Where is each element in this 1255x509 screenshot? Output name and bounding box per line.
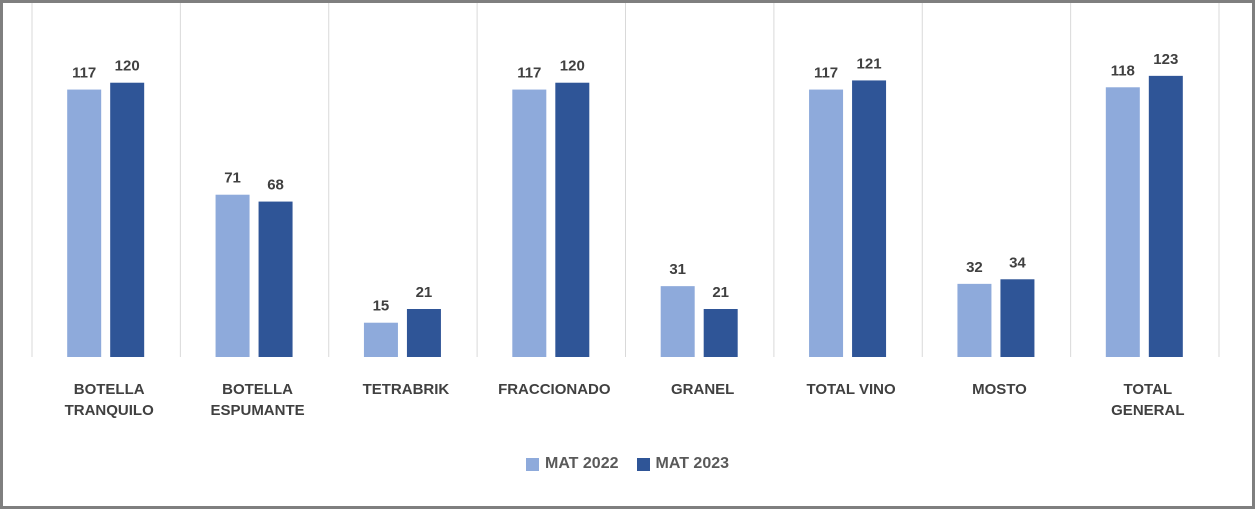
x-tick-label: TETRABRIK <box>362 381 450 398</box>
bar <box>258 201 293 357</box>
legend-item: MAT 2023 <box>636 455 730 473</box>
data-label: 118 <box>1111 62 1135 79</box>
legend-swatch <box>636 457 650 471</box>
bar <box>809 89 844 358</box>
data-label: 117 <box>814 65 838 82</box>
data-label: 21 <box>712 284 729 301</box>
bar <box>110 82 145 357</box>
bar <box>67 89 102 358</box>
bar <box>1000 279 1035 357</box>
plot-area: 117 120 71 68 15 21 117 120 31 21 117 121 32 34 118 123 <box>31 3 1220 358</box>
legend-swatch <box>525 457 539 471</box>
bar <box>512 89 547 358</box>
bar <box>215 194 250 357</box>
data-label: 68 <box>267 177 284 194</box>
data-label: 31 <box>669 261 686 278</box>
bar <box>957 283 992 357</box>
x-tick-label: GRANEL <box>671 381 735 398</box>
x-tick-label: MOSTO <box>972 381 1027 398</box>
data-label: 121 <box>857 55 882 72</box>
data-label: 120 <box>560 58 585 75</box>
x-tick-label: TOTAL GENERAL <box>1111 381 1185 419</box>
data-label: 117 <box>72 65 96 82</box>
bar <box>852 80 887 357</box>
data-label: 34 <box>1009 254 1026 271</box>
bar <box>1105 87 1140 358</box>
data-label: 21 <box>416 284 433 301</box>
legend-item: MAT 2022 <box>525 455 619 473</box>
x-tick-label: BOTELLA ESPUMANTE <box>210 381 305 419</box>
x-tick-label: TOTAL VINO <box>806 381 896 398</box>
data-label: 71 <box>224 170 241 187</box>
bar <box>703 309 738 357</box>
legend-label: MAT 2023 <box>655 455 730 472</box>
bar <box>660 286 695 357</box>
data-label: 123 <box>1153 51 1178 68</box>
data-label: 117 <box>517 65 541 82</box>
bar <box>363 322 398 357</box>
bar <box>406 309 441 357</box>
data-label: 32 <box>966 259 983 276</box>
legend-label: MAT 2022 <box>544 455 619 472</box>
bar <box>1148 75 1183 357</box>
x-tick-label: FRACCIONADO <box>498 381 611 398</box>
x-tick-label: BOTELLA TRANQUILO <box>64 381 154 419</box>
data-label: 15 <box>373 298 390 315</box>
data-label: 120 <box>115 58 140 75</box>
bar <box>555 82 590 357</box>
legend: MAT 2022 MAT 2023 <box>3 455 1252 473</box>
